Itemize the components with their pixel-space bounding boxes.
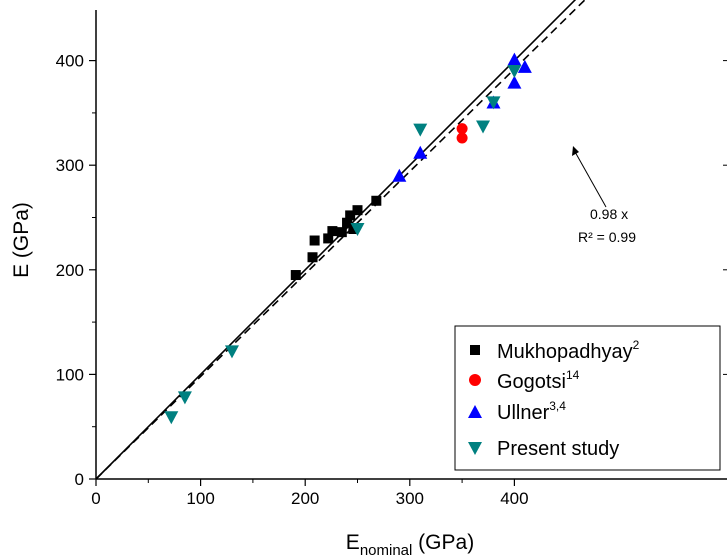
annotation-arrowhead bbox=[572, 146, 579, 156]
fit-line-dashed bbox=[95, 0, 586, 480]
annotation-arrow-line bbox=[573, 149, 607, 208]
fit-annotation: 0.98 x R² = 0.99 bbox=[572, 146, 636, 245]
point-mukhopadhyay bbox=[307, 252, 318, 263]
y-tick-label: 100 bbox=[56, 365, 84, 384]
point-gogotsi bbox=[456, 123, 468, 135]
legend-label-mukhopadhyay: Mukhopadhyay2 bbox=[497, 338, 640, 363]
x-tick-label: 200 bbox=[291, 489, 319, 508]
point-mukhopadhyay bbox=[342, 217, 353, 228]
legend-marker-gogotsi bbox=[469, 374, 481, 386]
x-axis-title: Enominal (GPa) bbox=[346, 531, 474, 558]
point-gogotsi bbox=[456, 132, 468, 144]
point-present-study bbox=[177, 391, 192, 405]
annotation-r2: R² = 0.99 bbox=[578, 229, 636, 245]
point-ullner bbox=[413, 145, 428, 159]
y-tick-label: 400 bbox=[56, 52, 84, 71]
point-mukhopadhyay bbox=[352, 205, 363, 216]
x-tick-label: 100 bbox=[186, 489, 214, 508]
data-points bbox=[164, 52, 532, 425]
y-axis-title: E (GPa) bbox=[10, 202, 33, 278]
point-mukhopadhyay bbox=[290, 270, 301, 281]
legend-label-present-study: Present study bbox=[497, 438, 619, 460]
point-mukhopadhyay bbox=[371, 195, 382, 206]
fit-lines bbox=[95, 0, 586, 480]
point-ullner bbox=[517, 59, 532, 73]
x-axis-title-unit: (GPa) bbox=[412, 531, 474, 554]
point-ullner bbox=[507, 75, 522, 89]
point-ullner bbox=[392, 168, 407, 182]
point-mukhopadhyay bbox=[336, 227, 347, 238]
point-present-study bbox=[350, 222, 365, 236]
point-present-study bbox=[413, 123, 428, 137]
legend-marker-present-study bbox=[468, 442, 482, 455]
point-present-study bbox=[224, 345, 239, 359]
y-tick-label: 200 bbox=[56, 261, 84, 280]
point-mukhopadhyay bbox=[345, 210, 356, 221]
point-present-study bbox=[164, 411, 179, 425]
x-tick-label: 400 bbox=[500, 489, 528, 508]
point-ullner bbox=[507, 52, 522, 66]
legend-marker-ullner bbox=[468, 405, 482, 418]
point-mukhopadhyay bbox=[348, 224, 359, 235]
point-present-study bbox=[507, 65, 522, 79]
legend-box bbox=[454, 325, 721, 471]
x-axis-title-sub: nominal bbox=[360, 542, 413, 558]
legend: Mukhopadhyay2 Gogotsi14 Ullner3,4 Presen… bbox=[454, 325, 721, 471]
point-present-study bbox=[486, 96, 501, 110]
point-mukhopadhyay bbox=[323, 233, 334, 244]
axes: 0 100 200 300 400 0 100 200 300 400 bbox=[56, 10, 727, 508]
point-mukhopadhyay bbox=[327, 226, 338, 237]
y-tick-label: 0 bbox=[75, 470, 84, 489]
point-mukhopadhyay bbox=[309, 235, 320, 246]
legend-label-ullner: Ullner3,4 bbox=[497, 399, 566, 424]
x-tick-label: 300 bbox=[396, 489, 424, 508]
point-present-study bbox=[476, 120, 491, 134]
fit-line-solid bbox=[95, 0, 577, 480]
x-axis-title-main: E bbox=[346, 531, 360, 554]
y-tick-label: 300 bbox=[56, 156, 84, 175]
x-tick-label: 0 bbox=[91, 489, 100, 508]
legend-label-gogotsi: Gogotsi14 bbox=[497, 368, 580, 393]
legend-marker-mukhopadhyay bbox=[470, 345, 480, 355]
annotation-slope: 0.98 x bbox=[590, 206, 628, 222]
